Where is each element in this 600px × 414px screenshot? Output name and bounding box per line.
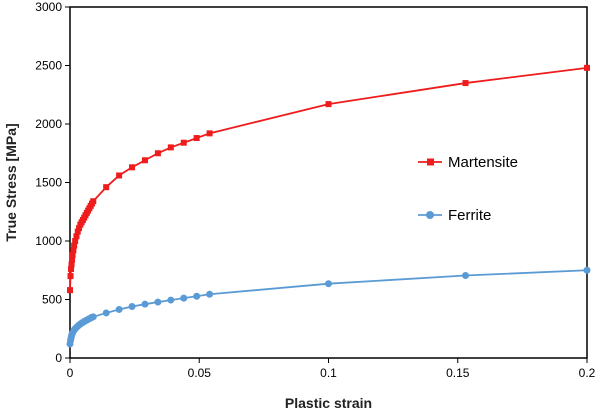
axes [65,6,588,363]
x-tick-label: 0.05 [188,366,212,380]
ferrite-point [583,266,591,274]
martensite-point [74,228,81,235]
martensite-point [70,247,77,254]
y-tick-label: 1500 [35,176,62,190]
ferrite-point [89,313,97,321]
martensite-point [129,164,136,171]
ferrite-legend-label: Ferrite [448,207,491,224]
martensite-point [193,135,200,142]
martensite-point [67,273,74,280]
martensite-point [141,157,148,164]
martensite-point [69,252,76,259]
y-tick-label: 2000 [35,117,62,131]
martensite-point [72,238,79,244]
martensite-point [180,139,187,146]
legend: Martensite Ferrite [418,154,518,224]
martensite-point [71,242,78,249]
martensite-legend-marker [427,158,434,166]
y-tick-label: 500 [42,293,62,307]
martensite-point [68,266,75,273]
ferrite-point [206,290,214,298]
x-axis-title: Plastic strain [285,395,372,411]
martensite-point [584,64,590,71]
x-tick-label: 0.2 [579,366,596,380]
ferrite-point [462,272,470,280]
ferrite-point [102,309,110,317]
tick-labels: 0 0.05 0.1 0.15 0.2 0 500 1000 1500 2000 2500 3000 [35,0,595,380]
martensite-point [76,225,83,232]
martensite-point [103,184,110,191]
ferrite-point [325,280,332,288]
ferrite-point [154,298,162,306]
plot-marks [66,64,591,348]
martensite-point [68,261,75,268]
ferrite-point [180,294,188,302]
ferrite-point [167,296,175,304]
ferrite-point [141,300,149,308]
ferrite-legend-marker [426,211,434,219]
martensite-point [462,80,469,87]
y-tick-label: 3000 [35,0,62,14]
x-tick-label: 0 [67,366,74,380]
x-tick-label: 0.1 [320,366,337,380]
ferrite-point [193,292,201,300]
martensite-point [325,101,332,108]
martensite-point [167,144,174,151]
y-axis-title: True Stress [MPa] [3,123,19,241]
martensite-point [67,287,73,294]
martensite-legend-label: Martensite [448,154,518,171]
martensite-point [154,150,161,157]
ferrite-point [115,305,123,313]
ferrite-point [128,303,136,311]
x-tick-label: 0.15 [446,366,470,380]
martensite-point [90,198,97,205]
y-tick-label: 2500 [35,59,62,73]
martensite-point [73,233,80,240]
martensite-point [69,256,76,263]
martensite-point [116,172,123,179]
y-tick-label: 1000 [35,234,62,248]
y-tick-label: 0 [55,351,62,365]
martensite-point [206,130,213,137]
